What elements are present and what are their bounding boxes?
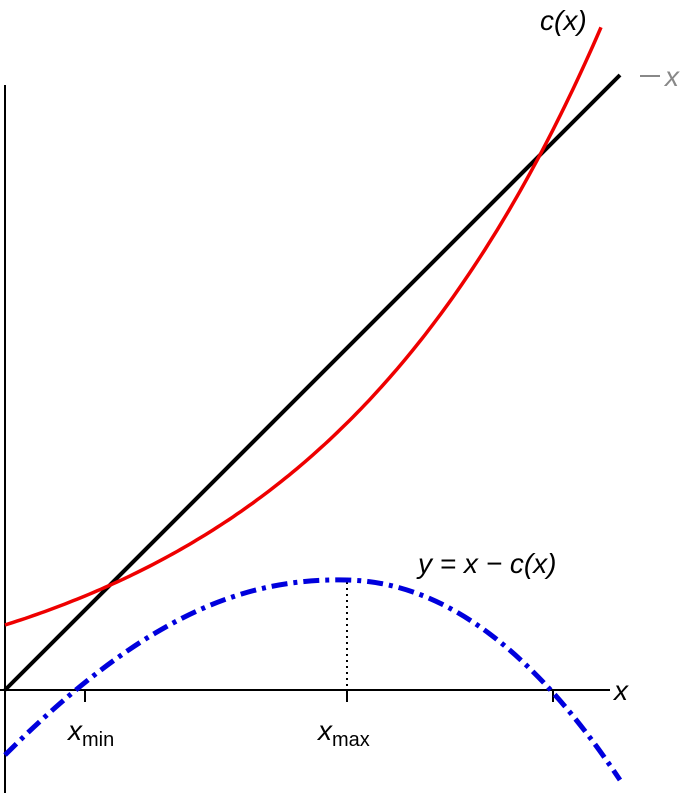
tick-label: xmax (316, 715, 370, 751)
curve-label: c(x) (540, 5, 587, 36)
difference-curve (3, 577, 623, 782)
axis-label: x (612, 675, 629, 706)
cost-curve (4, 26, 603, 627)
difference-label: y = x − c(x) (416, 548, 556, 579)
identity-line (3, 73, 622, 692)
tick-label: xmin (66, 715, 114, 751)
line-label: x (663, 61, 680, 92)
